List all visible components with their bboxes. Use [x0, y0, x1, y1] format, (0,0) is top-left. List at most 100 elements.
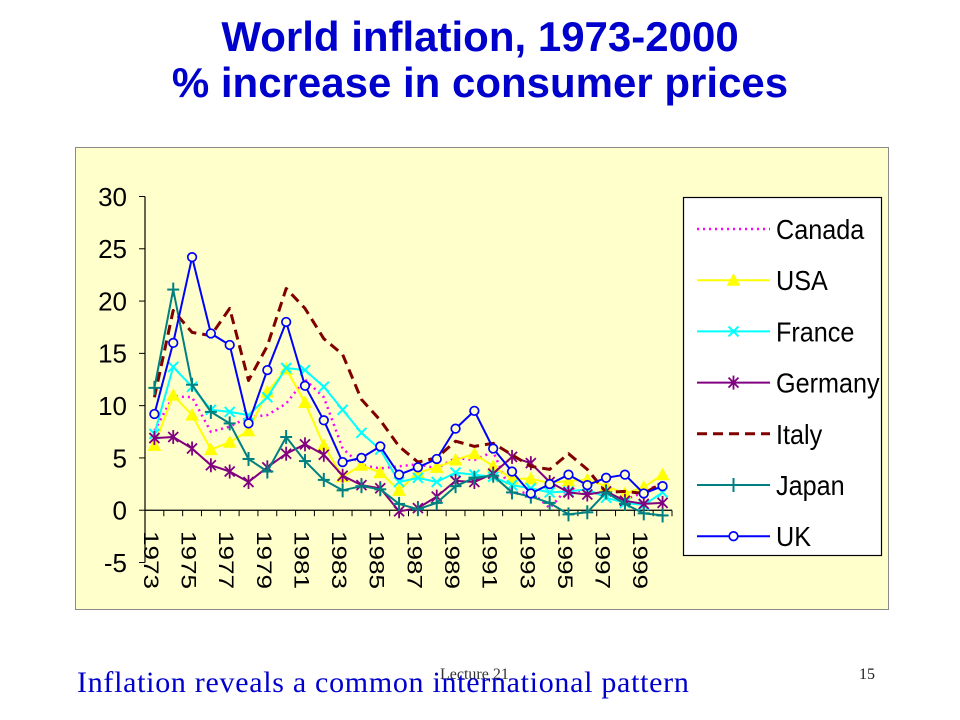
data-point-japan-1994	[543, 495, 556, 510]
data-point-japan-1976	[204, 404, 217, 419]
data-point-uk-1988	[431, 453, 442, 465]
legend-box	[682, 196, 883, 557]
series-line-italy	[152, 287, 664, 495]
data-point-japan-1990	[468, 470, 481, 485]
slide-title: World inflation, 1973-2000 % increase in…	[0, 14, 960, 106]
data-point-germany-1977	[224, 464, 236, 479]
y-tick-label: 25	[98, 234, 127, 264]
data-point-usa-1978	[241, 423, 256, 437]
data-point-japan-1978	[242, 451, 255, 466]
data-point-uk-1979	[262, 364, 273, 376]
data-point-france-1989	[449, 466, 462, 479]
data-point-uk-1995	[563, 469, 574, 480]
data-point-japan-1988	[430, 495, 443, 510]
data-point-japan-1995	[562, 507, 575, 522]
axes: 30 25 20 15 10 5 0 -5 1973 1975 1977 1979 1981 1983 19…	[98, 182, 673, 589]
series-line-germany	[154, 436, 663, 513]
data-point-germany-1982	[318, 447, 330, 462]
data-point-usa-1985	[373, 465, 388, 479]
data-point-usa-1989	[448, 452, 463, 466]
data-point-japan-1977	[223, 416, 236, 431]
data-point-uk-1985	[375, 441, 386, 452]
legend-entry-france: France	[697, 316, 854, 348]
inflation-line-chart: 30 25 20 15 10 5 0 -5 1973 1975 1977 1979 1981 1983 19…	[75, 147, 889, 610]
x-tick-label: 1977	[214, 531, 237, 589]
data-point-france-1980	[280, 362, 292, 374]
legend-label-canada: Canada	[776, 214, 864, 246]
data-point-japan-2000	[656, 508, 669, 523]
legend-label-uk: UK	[776, 521, 811, 553]
series-line-canada	[153, 378, 664, 510]
legend-marker-france	[727, 325, 740, 338]
data-point-uk-1989	[450, 423, 461, 434]
data-point-usa-1975	[185, 408, 199, 421]
data-point-japan-1989	[449, 479, 462, 494]
data-point-japan-1992	[506, 485, 519, 500]
data-point-uk-1991	[488, 443, 499, 454]
series-line-france	[153, 366, 664, 506]
data-point-japan-1975	[186, 377, 199, 392]
data-point-uk-1984	[356, 452, 367, 464]
slide-caption: Inflation reveals a common international…	[77, 666, 690, 699]
series-group	[147, 252, 670, 523]
data-point-france-1982	[318, 381, 330, 393]
data-point-uk-1974	[168, 337, 179, 349]
data-point-usa-1974	[166, 388, 181, 401]
data-point-uk-1982	[318, 415, 329, 426]
legend-entry-canada: Canada	[697, 214, 864, 246]
legend-entry-japan: Japan	[697, 470, 845, 501]
data-point-germany-1974	[167, 430, 179, 445]
lecture-label: Lecture 21	[440, 666, 509, 683]
x-tick-label: 1993	[515, 531, 538, 589]
data-point-uk-1996	[582, 479, 593, 491]
data-point-france-1987	[412, 472, 424, 484]
y-tick-label: 15	[98, 339, 127, 369]
series-line-japan	[153, 288, 663, 517]
data-point-germany-1978	[242, 474, 255, 489]
data-point-uk-1998	[619, 469, 631, 480]
legend-marker-japan	[727, 478, 740, 492]
x-tick-label: 1997	[591, 531, 614, 589]
x-tick-label: 1999	[628, 531, 651, 589]
data-point-france-1994	[543, 486, 556, 499]
legend-entry-germany: Germany	[697, 367, 880, 399]
data-point-uk-1978	[243, 418, 254, 429]
data-point-uk-1990	[469, 405, 480, 417]
y-tick-label: 5	[113, 443, 127, 473]
x-tick-label: 1983	[327, 531, 350, 589]
data-point-japan-1982	[317, 472, 330, 487]
title-line-2: % increase in consumer prices	[171, 59, 789, 106]
data-point-uk-1977	[224, 339, 235, 351]
legend-marker-uk	[728, 531, 739, 542]
data-point-uk-1975	[186, 252, 198, 263]
data-point-uk-1993	[525, 488, 536, 499]
data-point-japan-1985	[374, 482, 387, 497]
legend-label-germany: Germany	[776, 367, 880, 399]
title-line-1: World inflation, 1973-2000	[221, 13, 739, 60]
data-point-france-1979	[261, 391, 274, 403]
x-tick-label: 1981	[289, 531, 312, 589]
data-point-japan-1996	[581, 505, 594, 520]
data-point-uk-2000	[657, 481, 668, 492]
data-point-uk-1999	[638, 488, 649, 499]
data-point-usa-1986	[392, 483, 406, 496]
data-point-japan-1998	[618, 496, 631, 511]
data-point-germany-1980	[280, 446, 292, 461]
data-point-france-1974	[167, 361, 179, 373]
data-point-usa-1981	[298, 395, 312, 409]
legend-label-italy: Italy	[776, 419, 823, 451]
data-point-usa-1993	[523, 471, 538, 485]
legend-entry-usa: USA	[697, 265, 828, 297]
legend: Canada USA France Germany Italy Japan UK	[682, 196, 883, 557]
data-point-france-1988	[431, 476, 443, 488]
series-japan	[148, 282, 669, 523]
data-point-usa-1977	[222, 435, 237, 448]
y-tick-label: 20	[98, 286, 127, 316]
data-point-japan-1991	[487, 468, 500, 483]
data-point-germany-2000	[656, 495, 669, 510]
y-tick-label: 0	[113, 496, 127, 526]
data-point-uk-1983	[337, 456, 348, 468]
data-point-japan-1981	[298, 454, 311, 469]
x-tick-label: 1995	[553, 531, 576, 589]
legend-label-france: France	[776, 316, 854, 348]
